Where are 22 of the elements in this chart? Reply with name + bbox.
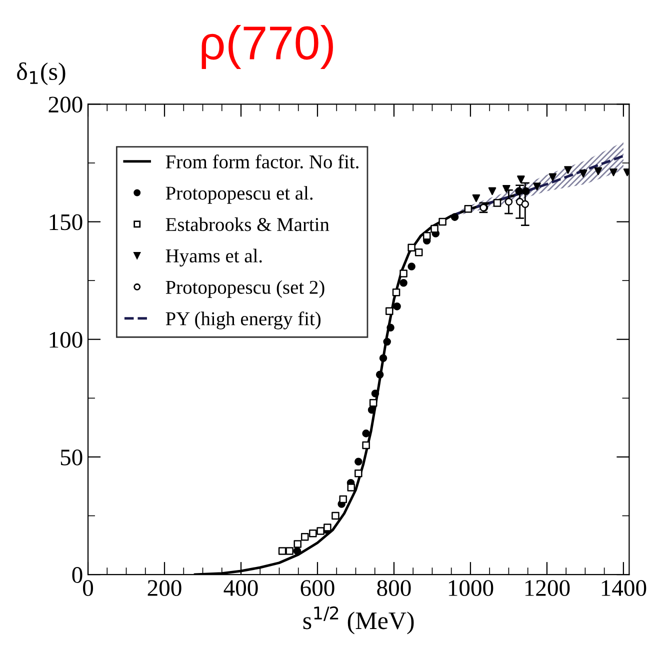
legend-label: Estabrooks & Martin — [166, 217, 330, 232]
y-tick-label: 50 — [60, 449, 82, 466]
x-tick-label: 1000 — [448, 580, 494, 596]
x-tick-label: 1400 — [602, 580, 646, 596]
y-axis-title: δ$_{1}$(s) — [17, 62, 66, 86]
y-tick-label: 100 — [50, 332, 82, 348]
x-tick-label: 600 — [300, 580, 334, 596]
y-tick-label: 200 — [48, 96, 82, 113]
legend-label: From form factor. No fit. — [166, 154, 358, 168]
x-tick-label: 1200 — [525, 580, 570, 596]
legend-label: Hyams et al. — [166, 248, 262, 266]
x-tick-label: 200 — [148, 580, 182, 596]
y-tick-label: 0 — [72, 567, 82, 583]
x-tick-label: 800 — [377, 580, 411, 596]
legend-label: Protopopescu et al. — [166, 186, 313, 204]
legend-label: Protopopescu (set 2) — [166, 280, 324, 298]
chart-title: ρ(770) — [202, 25, 333, 70]
y-tick-label: 150 — [50, 214, 82, 230]
legend-label: PY (high energy fit) — [166, 311, 321, 330]
x-tick-label: 400 — [224, 580, 258, 596]
x-tick-label: 0 — [83, 580, 94, 596]
x-axis-title: s$^{1/2}$ (MeV) — [303, 606, 414, 634]
